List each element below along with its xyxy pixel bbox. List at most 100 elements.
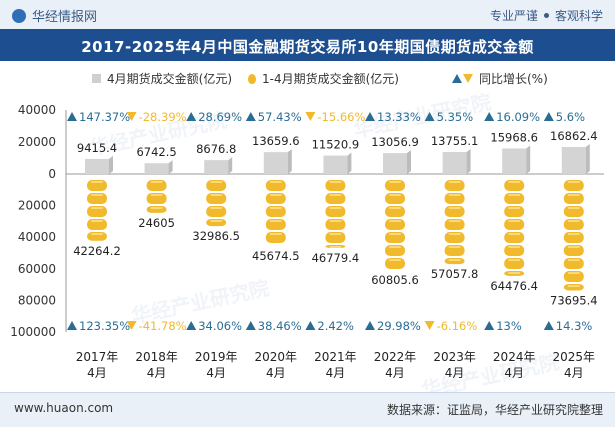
coin-shine bbox=[508, 194, 521, 196]
legend-up-arrow-icon bbox=[452, 74, 462, 83]
x-tick-label-month: 4月 bbox=[87, 366, 107, 380]
yoy-down-arrow bbox=[424, 321, 435, 330]
coin-shine bbox=[567, 246, 580, 248]
cumulative-value-label: 60805.6 bbox=[371, 273, 419, 287]
yoy-down-arrow bbox=[305, 112, 316, 121]
monthly-value-label: 13755.1 bbox=[431, 134, 479, 148]
coin-shine bbox=[448, 207, 461, 209]
monthly-value-label: 13659.6 bbox=[252, 134, 300, 148]
monthly-bar-side bbox=[407, 150, 411, 174]
yoy-up-arrow bbox=[365, 112, 375, 121]
yoy-monthly-label: 147.37% bbox=[79, 110, 130, 124]
yoy-up-arrow bbox=[245, 112, 256, 121]
yoy-cumulative-label: 29.98% bbox=[377, 319, 421, 333]
x-tick-label-year: 2023年 bbox=[433, 350, 476, 364]
yoy-monthly-label: 13.33% bbox=[377, 110, 421, 124]
header-tags: 专业严谨 客观科学 bbox=[490, 7, 603, 24]
coin-shine bbox=[150, 194, 163, 196]
coin-shine bbox=[448, 181, 461, 183]
yoy-cumulative-label: 34.06% bbox=[198, 319, 242, 333]
coin-shine bbox=[448, 220, 461, 222]
legend-down-arrow-icon bbox=[463, 74, 473, 83]
x-tick-label-month: 4月 bbox=[206, 366, 226, 380]
x-tick-label-year: 2024年 bbox=[493, 350, 536, 364]
monthly-bar-side bbox=[287, 149, 292, 174]
legend-label-cumulative: 1-4月期货成交金额(亿元) bbox=[262, 72, 399, 86]
coin-stack-segment bbox=[563, 284, 584, 291]
monthly-bar-side bbox=[228, 157, 233, 174]
monthly-value-label: 6742.5 bbox=[136, 145, 176, 159]
x-tick-label-month: 4月 bbox=[266, 366, 286, 380]
legend-label-monthly: 4月期货成交金额(亿元) bbox=[107, 72, 232, 86]
coin-shine bbox=[91, 194, 103, 196]
coin-shine bbox=[329, 220, 342, 222]
x-tick-label-month: 4月 bbox=[385, 366, 405, 380]
yoy-up-arrow bbox=[67, 321, 77, 330]
cumulative-value-label: 42264.2 bbox=[73, 244, 121, 258]
coin-shine bbox=[210, 194, 223, 196]
coin-shine bbox=[448, 233, 461, 235]
coin-shine bbox=[567, 233, 580, 235]
y-tick-label: 20000 bbox=[18, 135, 56, 149]
x-tick-label-month: 4月 bbox=[147, 366, 167, 380]
monthly-bar-side bbox=[526, 145, 531, 174]
legend-item-yoy: 同比增长(%) bbox=[452, 70, 548, 87]
yoy-monthly-label: 5.35% bbox=[437, 110, 474, 124]
coin-shine bbox=[567, 285, 580, 287]
coin-shine bbox=[210, 207, 223, 209]
monthly-value-label: 11520.9 bbox=[312, 138, 360, 152]
brand-logo-icon bbox=[12, 9, 26, 23]
yoy-cumulative-label: 123.35% bbox=[79, 319, 130, 333]
yoy-up-arrow bbox=[424, 112, 435, 121]
top-bar: 华经情报网 专业严谨 客观科学 bbox=[0, 0, 615, 29]
monthly-bar bbox=[502, 148, 527, 174]
x-tick-label-year: 2020年 bbox=[255, 350, 298, 364]
cumulative-value-label: 73695.4 bbox=[550, 293, 598, 307]
monthly-value-label: 15968.6 bbox=[490, 130, 538, 144]
coin-shine bbox=[329, 246, 342, 248]
yoy-cumulative-label: -41.78% bbox=[139, 319, 187, 333]
brand[interactable]: 华经情报网 bbox=[12, 6, 97, 25]
footer: www.huaon.com 数据来源：证监局，华经产业研究院整理 bbox=[0, 393, 615, 427]
coin-shine bbox=[567, 207, 580, 209]
legend-item-monthly: 4月期货成交金额(亿元) bbox=[92, 70, 232, 87]
coin-shine bbox=[269, 181, 282, 183]
coin-shine bbox=[329, 233, 342, 235]
monthly-bar bbox=[144, 163, 169, 174]
coin-shine bbox=[269, 194, 282, 196]
monthly-bar bbox=[383, 153, 407, 174]
coin-shine bbox=[508, 246, 521, 248]
footer-site-link[interactable]: www.huaon.com bbox=[14, 401, 114, 415]
yoy-cumulative-label: 2.42% bbox=[317, 319, 354, 333]
coin-shine bbox=[91, 207, 103, 209]
x-tick-label-year: 2018年 bbox=[135, 350, 178, 364]
legend-label-yoy: 同比增长(%) bbox=[479, 72, 548, 86]
chart-canvas: 40000 20000 0 20000 40000 60000 80000 100000 941… bbox=[10, 103, 604, 380]
yoy-down-arrow bbox=[126, 112, 137, 121]
yoy-up-arrow bbox=[484, 112, 495, 121]
cumulative-value-label: 46779.4 bbox=[312, 251, 360, 265]
monthly-value-label: 9415.4 bbox=[77, 141, 117, 155]
yoy-up-arrow bbox=[67, 112, 77, 121]
coin-shine bbox=[508, 233, 521, 235]
yoy-down-arrow bbox=[126, 321, 137, 330]
coin-shine bbox=[389, 194, 401, 196]
x-tick-label-month: 4月 bbox=[564, 366, 584, 380]
cumulative-value-label: 57057.8 bbox=[431, 267, 479, 281]
yoy-up-arrow bbox=[484, 321, 495, 330]
coin-shine bbox=[91, 181, 103, 183]
yoy-up-arrow bbox=[186, 321, 197, 330]
cumulative-value-label: 24605 bbox=[138, 216, 175, 230]
x-tick-label-month: 4月 bbox=[445, 366, 465, 380]
coin-shine bbox=[508, 272, 521, 274]
tag-rigorous: 专业严谨 bbox=[489, 9, 538, 23]
legend-item-cumulative: 1-4月期货成交金额(亿元) bbox=[248, 70, 399, 87]
coin-shine bbox=[389, 181, 401, 183]
coin-shine bbox=[567, 181, 580, 183]
coin-shine bbox=[389, 246, 401, 248]
yoy-up-arrow bbox=[186, 112, 197, 121]
monthly-bar-side bbox=[347, 152, 352, 174]
y-tick-label: 40000 bbox=[18, 103, 56, 117]
coin-shine bbox=[508, 259, 521, 261]
